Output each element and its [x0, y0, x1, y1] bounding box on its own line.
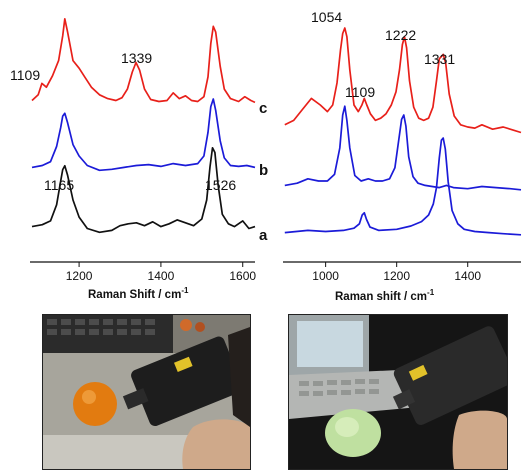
right-x-ticks: 1000 1200 1400	[312, 262, 481, 283]
curve-label-c: c	[259, 100, 267, 117]
curve-label-b: b	[259, 162, 268, 179]
photo-cabbage-measurement	[288, 314, 508, 470]
right-peak-label-1222: 1222	[385, 27, 416, 43]
left-peak-label-1526: 1526	[205, 177, 236, 193]
photo-cabbage-image	[289, 315, 507, 469]
right-spectrum-bottom	[284, 137, 522, 236]
right-peak-label-1109: 1109	[345, 84, 375, 100]
left-x-axis-title: Raman Shift / cm-1	[88, 286, 189, 301]
left-spectrum-b	[31, 98, 256, 172]
left-x-ticks: 1200 1400 1600	[66, 262, 256, 283]
right-tick-label-1200: 1200	[383, 269, 410, 283]
right-raman-plot: 1000 1200 1400 1054 1109 1222 1331 Raman s…	[283, 9, 522, 303]
right-tick-label-1000: 1000	[312, 269, 339, 283]
left-peak-label-1165: 1165	[44, 177, 74, 193]
right-x-axis-title-text: Raman shift / cm	[335, 291, 427, 303]
right-peak-label-1054: 1054	[311, 9, 342, 25]
left-peak-label-1339: 1339	[121, 50, 152, 66]
left-spectrum-a	[31, 146, 256, 234]
left-x-axis-title-sup: -1	[181, 286, 189, 295]
left-spectrum-c	[31, 17, 256, 104]
right-spectrum-top	[284, 27, 522, 134]
right-x-axis-title: Raman shift / cm-1	[335, 288, 435, 303]
right-spectrum-middle	[284, 105, 522, 191]
left-tick-label-1600: 1600	[229, 269, 256, 283]
left-series-group	[31, 17, 256, 234]
left-x-axis-title-text: Raman Shift / cm	[88, 289, 181, 301]
left-peak-label-1109: 1109	[10, 67, 40, 83]
right-x-axis-title-sup: -1	[427, 288, 435, 297]
left-tick-label-1200: 1200	[66, 269, 93, 283]
right-tick-label-1400: 1400	[454, 269, 481, 283]
left-raman-plot: 1200 1400 1600 1109 1339 1165 1526 c b a R…	[10, 17, 268, 301]
curve-label-a: a	[259, 227, 268, 244]
left-tick-label-1400: 1400	[148, 269, 175, 283]
photo-orange-image	[43, 315, 250, 469]
right-series-group	[284, 27, 522, 236]
photo-orange-measurement	[42, 314, 251, 470]
right-peak-label-1331: 1331	[424, 51, 455, 67]
